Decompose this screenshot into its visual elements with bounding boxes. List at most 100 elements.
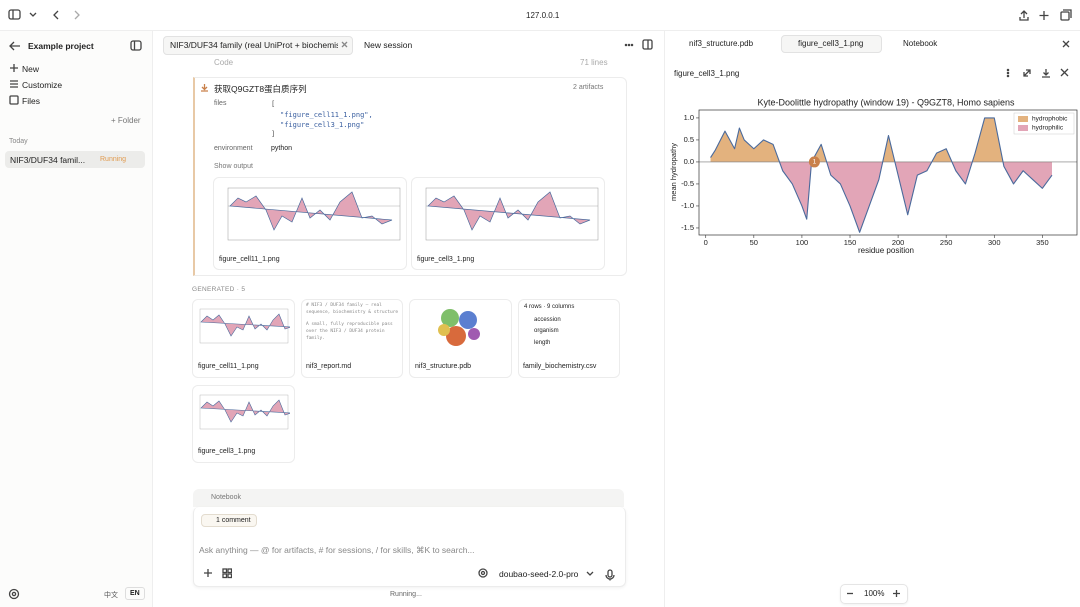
output-caption: figure_cell11_1.png: [219, 256, 280, 263]
preview-line: sequence, biochemistry & structure: [306, 310, 399, 315]
comment-chip[interactable]: 1 comment: [201, 514, 257, 527]
settings-icon[interactable]: [8, 588, 20, 600]
csv-column: organism: [534, 328, 559, 334]
code-lines: 71 lines: [580, 58, 608, 67]
legend-swatch: [1018, 116, 1028, 122]
preview-line: A small, fully reproducible pass: [306, 322, 393, 327]
artifact-card[interactable]: [409, 299, 512, 378]
artifact-card[interactable]: [518, 299, 620, 378]
viewer-tab[interactable]: Notebook: [903, 39, 938, 48]
x-tick-label: 200: [892, 238, 905, 247]
hydrophilic-area: [710, 161, 1052, 233]
model-icon: [478, 568, 488, 578]
y-tick-label: 0.0: [684, 157, 694, 166]
env-label: environment: [214, 145, 253, 152]
step-title[interactable]: 获取Q9GZT8蛋白质序列: [214, 84, 307, 94]
generated-heading: GENERATED · 5: [192, 286, 246, 293]
file-title: figure_cell3_1.png: [674, 69, 740, 78]
artifact-card[interactable]: [301, 299, 403, 378]
artifact-card[interactable]: [192, 299, 295, 378]
artifact-count[interactable]: 2 artifacts: [573, 84, 604, 91]
forward-icon[interactable]: [72, 9, 82, 21]
lang-option[interactable]: EN: [125, 587, 145, 600]
composer-tab[interactable]: Notebook: [211, 494, 241, 501]
tab-active[interactable]: [163, 36, 353, 55]
mini-plot: [227, 187, 401, 241]
zoom-buttons[interactable]: [846, 589, 902, 598]
x-tick-label: 300: [988, 238, 1001, 247]
run-status: Running...: [390, 591, 422, 598]
code-line: "figure_cell3_1.png": [280, 121, 365, 129]
lang-option[interactable]: 中文: [104, 592, 118, 599]
annotation-marker: [808, 156, 820, 168]
output-image[interactable]: [411, 177, 605, 270]
composer-tabbar: [193, 489, 624, 507]
step-icon: [201, 84, 208, 92]
viewer-tab[interactable]: nif3_structure.pdb: [689, 39, 754, 48]
zoom-bar: [840, 584, 908, 604]
code-line: [: [271, 100, 276, 108]
panel-icon[interactable]: [130, 40, 142, 51]
menu-item[interactable]: New: [22, 64, 40, 74]
y-axis-label: mean hydropathy: [669, 143, 678, 201]
composer-input[interactable]: Ask anything — @ for artifacts, # for se…: [199, 545, 475, 555]
viewer-tab[interactable]: figure_cell3_1.png: [798, 39, 864, 48]
x-tick-label: 50: [750, 238, 758, 247]
output-caption: figure_cell3_1.png: [417, 256, 475, 263]
mini-plot: [425, 187, 599, 241]
legend-label: hydrophobic: [1032, 116, 1068, 123]
viewer-tab-active[interactable]: [781, 35, 882, 53]
code-line: ]: [271, 130, 276, 138]
legend-swatch: [1018, 125, 1028, 131]
browser-actions[interactable]: [1018, 9, 1074, 21]
chart-title: Kyte-Doolittle hydropathy (window 19) - …: [757, 97, 1015, 107]
y-tick-label: 0.5: [684, 135, 694, 144]
x-tick-label: 350: [1036, 238, 1049, 247]
model-name[interactable]: doubao-seed-2.0-pro: [499, 569, 579, 579]
url: 127.0.0.1: [526, 11, 560, 20]
y-tick-label: 1.0: [684, 113, 694, 122]
preview-line: over the NIF3 / DUF34 protein: [306, 329, 385, 334]
viewer-close[interactable]: [1062, 40, 1070, 48]
file-actions[interactable]: [1004, 67, 1072, 79]
plot-frame: [698, 109, 1078, 236]
session-status: Running: [100, 156, 127, 163]
session-row[interactable]: [5, 151, 145, 168]
legend-label: hydrophilic: [1032, 125, 1064, 132]
thumb-plot: [199, 394, 290, 430]
menu-icons: [9, 64, 19, 105]
model-menu[interactable]: [586, 569, 618, 581]
legend-box: [1013, 112, 1075, 135]
divider: [664, 31, 665, 607]
protein-image: [438, 309, 480, 346]
composer-tools[interactable]: [202, 567, 232, 579]
tab-title[interactable]: NIF3/DUF34 family (real UniProt + bioche…: [170, 40, 338, 50]
csv-column: length: [534, 340, 551, 346]
y-tick-label: -1.0: [681, 201, 694, 210]
y-tick-label: -0.5: [681, 179, 694, 188]
hydropathy-chart: Kyte-Doolittle hydropathy (window 19) - …: [669, 97, 1078, 255]
csv-summary: 4 rows · 9 columns: [524, 304, 575, 310]
x-tick-label: 150: [844, 238, 857, 247]
preview-line: # NIF3 / DUF34 family — real: [306, 303, 382, 308]
tab-title[interactable]: New session: [364, 40, 413, 50]
menu-item[interactable]: Files: [22, 96, 40, 106]
artifact-name: figure_cell11_1.png: [198, 363, 259, 370]
session-title[interactable]: NIF3/DUF34 famil...: [10, 155, 86, 165]
artifact-card[interactable]: [192, 385, 295, 463]
tab-close[interactable]: [341, 41, 348, 48]
output-image[interactable]: [213, 177, 407, 270]
add-folder[interactable]: + Folder: [111, 116, 141, 125]
tab-actions[interactable]: [623, 39, 653, 51]
thumb-plot: [199, 308, 290, 344]
project-name[interactable]: Example project: [28, 41, 94, 51]
preview-line: family.: [306, 336, 325, 341]
show-output[interactable]: Show output: [214, 163, 253, 170]
back-icon[interactable]: [9, 41, 21, 51]
x-tick-label: 250: [940, 238, 953, 247]
menu-item[interactable]: Customize: [22, 80, 63, 90]
nav-icons[interactable]: [8, 9, 68, 21]
hydropathy-line: [710, 117, 1053, 233]
browser-bar: [0, 0, 1080, 31]
